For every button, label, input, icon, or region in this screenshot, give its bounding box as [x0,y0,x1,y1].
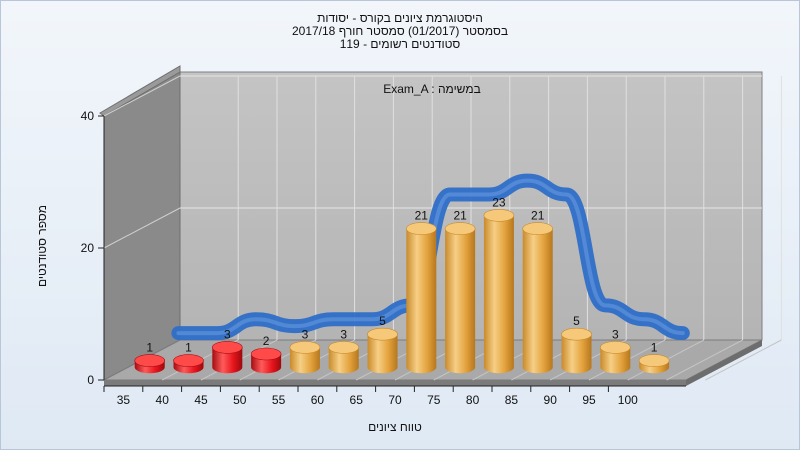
bar-top [289,341,321,354]
bar-value-label: 21 [531,209,545,223]
exam-label: Exam_A : במשימה [383,82,481,96]
bar [250,347,282,374]
bar-top [600,341,631,354]
x-tick-label: 85 [505,393,519,407]
bar-body [445,228,476,374]
chart-title-line-1: היסטוגרמת ציונים בקורס - יסודות [317,11,483,25]
bar [367,327,398,374]
bar-top [483,209,515,222]
bar-top [522,222,554,235]
bar-top [444,222,476,235]
bar-top [250,347,282,361]
bar-body [522,228,553,374]
bar-value-label: 1 [146,341,153,355]
bar [600,341,631,374]
bar-top [328,341,360,354]
bar [406,222,437,374]
bar [561,327,592,374]
bar [444,222,476,374]
bar [289,341,321,374]
distribution-curve [171,173,690,341]
bar-top [561,327,592,341]
bar-body [328,347,359,374]
x-tick-label: 50 [233,393,247,407]
bar [522,222,554,374]
y-axis-label: מספר סטודנטים [35,205,49,287]
bar-body [483,215,514,374]
x-tick-label: 45 [194,393,208,407]
bar-body [367,334,398,374]
bar-value-label: 21 [453,209,467,223]
bar-value-label: 21 [415,209,429,223]
bar-value-label: 1 [651,341,658,355]
x-tick-label: 40 [156,393,170,407]
curve-highlight [176,178,685,336]
bar-body [212,347,243,374]
bar-value-label: 5 [379,314,386,328]
bar-value-label: 3 [612,327,619,341]
bar-value-label: 5 [573,314,580,328]
x-tick-label: 80 [466,393,480,407]
x-tick-label: 35 [117,393,131,407]
bar-top [367,327,398,341]
bar-body [600,347,631,374]
x-tick-label: 95 [582,393,596,407]
y-tick-label: 0 [87,373,94,387]
bar-top [638,354,670,367]
grid-line-floor [666,339,743,381]
bar [134,354,166,374]
bar-value-label: 3 [224,327,231,341]
x-tick-label: 60 [311,393,325,407]
bar-value-label: 23 [492,195,506,209]
side-wall [103,71,181,381]
bar [212,341,243,374]
top-edge [99,65,181,117]
bar-top [134,354,166,367]
bar-body [289,347,320,374]
x-tick-label: 100 [618,393,638,407]
x-tick-label: 70 [388,393,402,407]
grid-line-side [103,75,181,117]
x-tick-label: 55 [272,393,286,407]
bar [328,341,360,374]
bar-value-label: 1 [185,341,192,355]
y-tick-label: 40 [81,109,95,123]
bar-body [406,228,437,374]
bars [134,209,670,374]
bar-top [406,222,437,235]
bar [483,209,515,374]
bar-value-label: 3 [340,327,347,341]
bar [638,354,670,374]
grid-line-side [103,207,181,249]
x-tick-label: 90 [544,393,558,407]
bar-value-label: 3 [302,327,309,341]
bar-body [561,334,592,374]
x-tick-label: 65 [350,393,364,407]
x-tick-label: 75 [427,393,441,407]
grid-line-floor [705,339,782,381]
bar-top [173,354,204,367]
bar-value-label: 2 [263,334,270,348]
chart-title-line-3: סטודנטים רשומים - 119 [339,37,461,51]
front-ledge [104,380,686,386]
right-ledge [686,340,762,386]
chart-title-line-2: בסמסטר (01/2017) סמסטר חורף 2017/18 [291,24,509,38]
bar-top [212,341,243,354]
bar [173,354,204,374]
x-axis-label: טווח ציונים [368,420,422,434]
y-tick-label: 20 [81,241,95,255]
